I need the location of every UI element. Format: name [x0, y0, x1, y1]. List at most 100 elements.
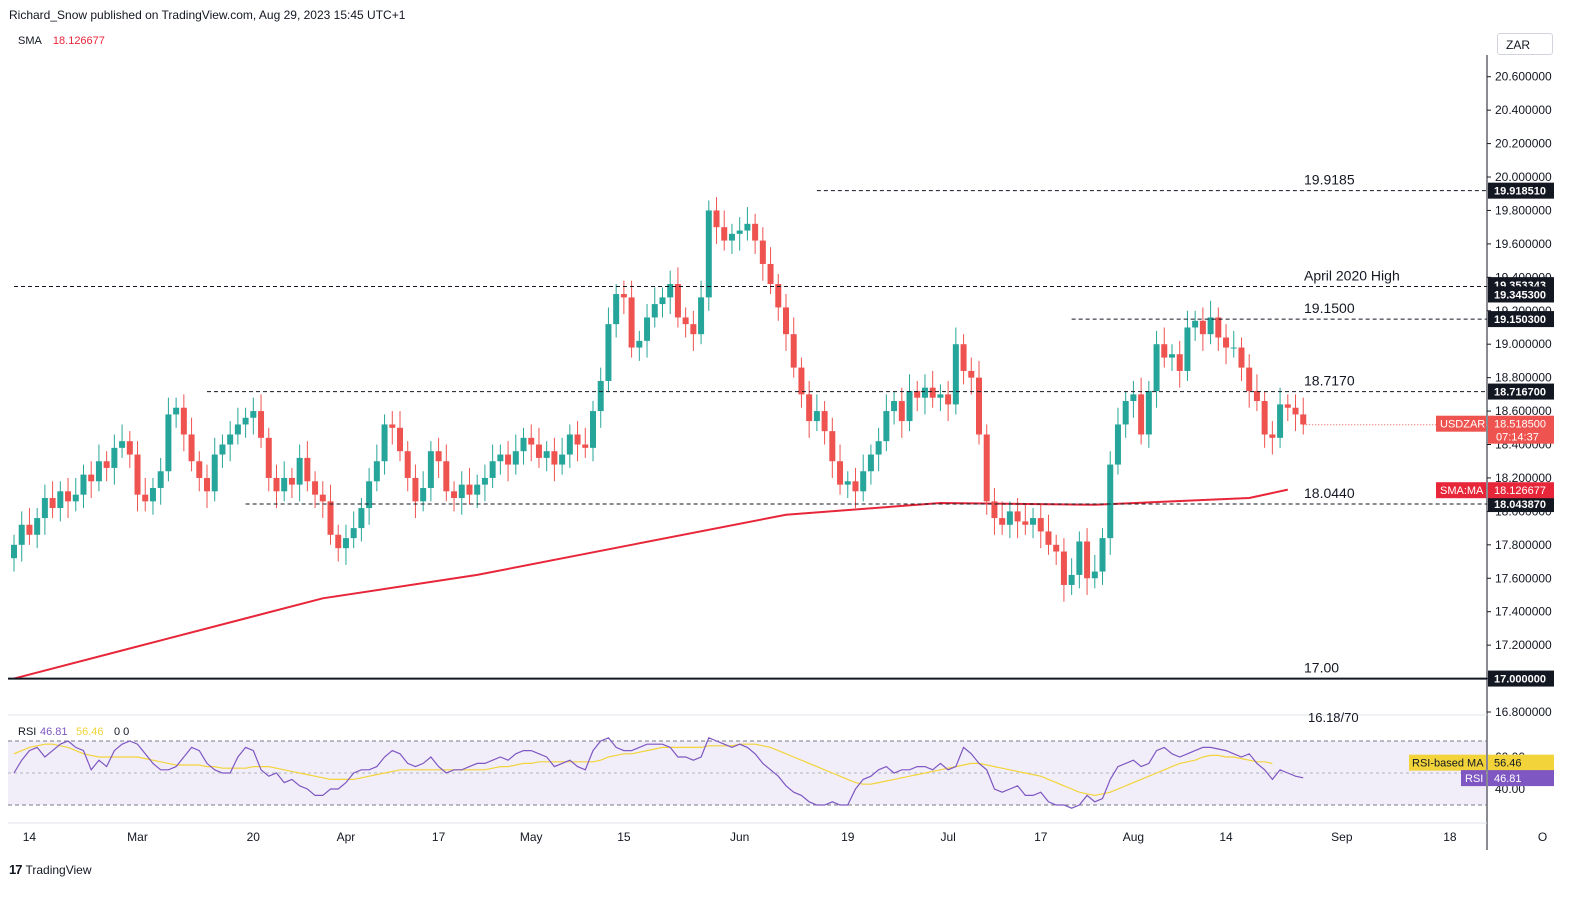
- level-label: 19.1500: [1304, 300, 1355, 316]
- candle-body: [327, 501, 334, 535]
- candle-body: [1138, 394, 1145, 435]
- candle-body: [319, 494, 326, 502]
- candle-body: [1145, 391, 1152, 435]
- candle-body: [844, 481, 851, 485]
- candle-body: [744, 223, 751, 231]
- candle-body: [651, 304, 658, 318]
- candle-body: [373, 461, 380, 482]
- candle-body: [945, 394, 952, 405]
- candle-body: [690, 324, 697, 335]
- candle-body: [1261, 401, 1268, 435]
- y-tick-label: 19.000000: [1495, 337, 1552, 351]
- x-tick-label: O: [1538, 830, 1547, 844]
- candle-body: [952, 344, 959, 405]
- candle-body: [852, 481, 859, 492]
- candle-body: [1199, 320, 1206, 335]
- candle-body: [1053, 544, 1060, 552]
- candle-body: [674, 284, 681, 318]
- candle-body: [535, 444, 542, 458]
- candle-body: [1014, 511, 1021, 522]
- candle-body: [991, 501, 998, 519]
- candle-body: [1300, 414, 1307, 425]
- rsi-legend-ma-value: 56.46: [76, 726, 104, 738]
- candle-body: [891, 401, 898, 412]
- candle-body: [219, 444, 226, 455]
- candle-body: [443, 461, 450, 492]
- candle-body: [983, 434, 990, 502]
- candle-body: [968, 370, 975, 378]
- x-tick-label: Aug: [1123, 830, 1144, 844]
- axis-tag: 19.345300: [1494, 289, 1546, 301]
- axis-tag: 17.000000: [1494, 674, 1546, 686]
- candle-body: [1037, 518, 1044, 532]
- candle-body: [1292, 407, 1299, 415]
- candle-body: [265, 437, 272, 478]
- candle-body: [211, 454, 218, 492]
- candle-body: [829, 431, 836, 462]
- price-tag-timer: 07:14:37: [1496, 432, 1539, 444]
- tradingview-brand: TradingView: [25, 862, 92, 877]
- partial-level-label: 16.18/70: [1308, 710, 1359, 725]
- sma-line: [13, 488, 1289, 680]
- price-tag-value: 18.518500: [1494, 419, 1546, 431]
- x-tick-label: May: [520, 830, 543, 844]
- candle-body: [227, 434, 234, 445]
- tradingview-logo[interactable]: 17 TradingView: [9, 862, 92, 877]
- candle-body: [65, 491, 72, 502]
- candle-body: [458, 484, 465, 499]
- candle-body: [929, 387, 936, 398]
- candle-body: [875, 441, 882, 455]
- candle-body: [41, 498, 48, 519]
- candle-body: [620, 294, 627, 298]
- sma-name-tag-bg: [1436, 482, 1486, 499]
- candle-body: [142, 494, 149, 502]
- candle-body: [1238, 347, 1245, 368]
- level-label: April 2020 High: [1304, 267, 1400, 283]
- candle-body: [1253, 391, 1260, 402]
- candle-body: [72, 494, 79, 502]
- y-tick-label: 20.400000: [1495, 103, 1552, 117]
- sma-legend[interactable]: SMA 18.126677: [18, 35, 105, 47]
- candle-body: [1207, 317, 1214, 335]
- rsi-legend-value: 46.81: [40, 726, 68, 738]
- tradingview-logo-icon: 17: [9, 862, 23, 877]
- axis-tag-bg: [1488, 496, 1554, 513]
- candle-body: [921, 387, 928, 398]
- candle-body: [1176, 354, 1183, 371]
- candle-body: [489, 461, 496, 478]
- publish-header: Richard_Snow published on TradingView.co…: [9, 8, 406, 22]
- candle-body: [1107, 464, 1114, 539]
- candle-body: [397, 427, 403, 452]
- candle-body: [1114, 424, 1121, 465]
- axis-tag-bg: [1488, 182, 1554, 199]
- candle-body: [1169, 354, 1175, 358]
- candle-body: [667, 284, 674, 298]
- axis-tag: 19.918510: [1494, 186, 1546, 198]
- candle-body: [95, 461, 102, 482]
- candle-body: [57, 491, 64, 509]
- candle-body: [366, 481, 373, 509]
- currency-button[interactable]: ZAR: [1497, 33, 1553, 55]
- candle-body: [420, 487, 427, 502]
- candle-body: [837, 461, 844, 485]
- candle-body: [813, 411, 820, 422]
- x-tick-label: Jul: [940, 830, 955, 844]
- x-tick-label: Apr: [337, 830, 356, 844]
- candle-body: [659, 297, 666, 305]
- rsi-ma-line: [13, 743, 1273, 797]
- candle-body: [157, 471, 164, 488]
- candle-body: [1230, 347, 1237, 349]
- candle-body: [1091, 571, 1098, 579]
- candle-body: [273, 477, 280, 492]
- candle-body: [288, 477, 295, 485]
- candle-body: [860, 471, 867, 492]
- candle-body: [914, 391, 921, 398]
- y-tick-label: 18.800000: [1495, 371, 1552, 385]
- candle-body: [26, 524, 33, 535]
- rsi-name-tag-bg: [1461, 770, 1486, 787]
- candle-body: [88, 474, 95, 482]
- candle-body: [1246, 367, 1253, 392]
- candle-body: [775, 284, 782, 308]
- candle-body: [705, 210, 712, 298]
